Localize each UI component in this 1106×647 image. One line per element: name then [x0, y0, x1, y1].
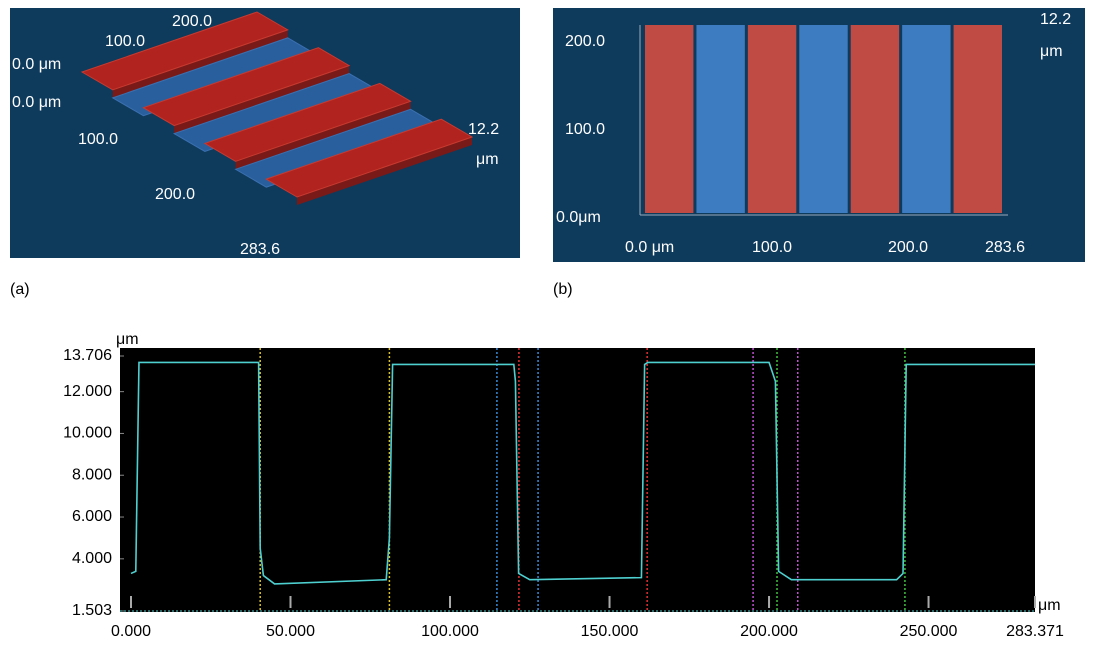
axis-text: 200.0	[888, 239, 928, 256]
x-tick-label: 283.371	[1006, 623, 1064, 640]
axis-text: 200.0	[565, 33, 605, 50]
axis-text: 100.0	[752, 239, 792, 256]
y-tick-label: 12.000	[63, 383, 112, 400]
figure: 200.0 100.0 0.0 μm 0.0 μm 100.0 200.0 28…	[0, 0, 1106, 642]
axis-text: 200.0	[172, 13, 212, 30]
axis-text: 12.2	[468, 121, 499, 138]
y-unit: μm	[116, 331, 139, 348]
x-tick-label: 250.000	[900, 623, 958, 640]
axis-text: 0.0 μm	[12, 56, 61, 73]
axis-text: 0.0μm	[556, 209, 601, 226]
y-tick-label: 10.000	[63, 425, 112, 442]
x-tick-label: 0.000	[111, 623, 151, 640]
panel-label: (a)	[10, 281, 30, 298]
y-tick-label: 1.503	[72, 602, 112, 619]
x-tick-label: 150.000	[581, 623, 639, 640]
axis-text: 0.0 μm	[625, 239, 674, 256]
stripe	[851, 25, 899, 213]
plot-area	[120, 348, 1035, 612]
axis-text: 200.0	[155, 186, 195, 203]
axis-text: 100.0	[105, 33, 145, 50]
y-tick-label: 6.000	[72, 508, 112, 525]
axis-text: 283.6	[240, 241, 280, 258]
stripe	[748, 25, 796, 213]
y-tick-label: 13.706	[63, 347, 112, 364]
axis-text: 100.0	[78, 131, 118, 148]
y-tick-label: 4.000	[72, 550, 112, 567]
axis-text: 100.0	[565, 121, 605, 138]
axis-text: 283.6	[985, 239, 1025, 256]
x-tick-label: 50.000	[266, 623, 315, 640]
stripe	[696, 25, 744, 213]
stripe	[902, 25, 950, 213]
stripe	[799, 25, 847, 213]
axis-text: 0.0 μm	[12, 94, 61, 111]
x-tick-label: 100.000	[421, 623, 479, 640]
axis-text: μm	[1040, 43, 1063, 60]
stripe	[645, 25, 693, 213]
y-tick-label: 8.000	[72, 466, 112, 483]
panel-label: (b)	[553, 281, 573, 298]
panel-b-surface	[645, 25, 1002, 213]
x-unit: μm	[1038, 597, 1061, 614]
stripe	[954, 25, 1002, 213]
axis-text: μm	[476, 151, 499, 168]
axis-text: 12.2	[1040, 11, 1071, 28]
x-tick-label: 200.000	[740, 623, 798, 640]
